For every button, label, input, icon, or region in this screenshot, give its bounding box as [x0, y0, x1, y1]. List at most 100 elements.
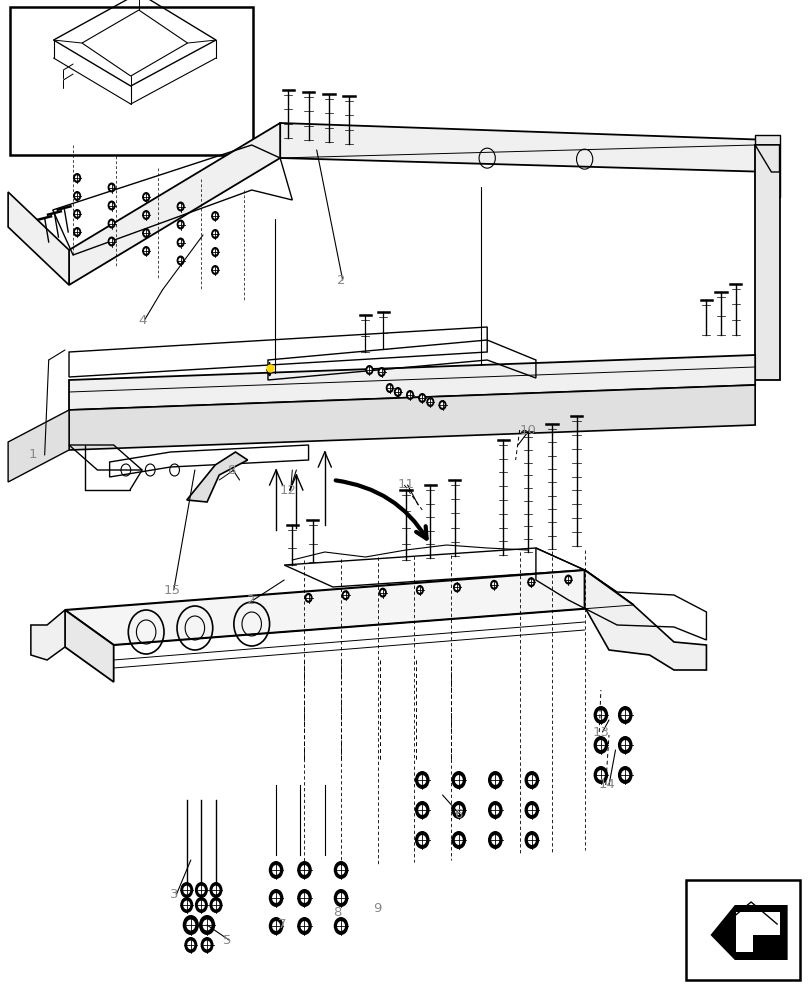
Circle shape: [524, 831, 539, 849]
Circle shape: [377, 367, 385, 377]
Polygon shape: [754, 145, 779, 172]
Circle shape: [491, 775, 499, 785]
Circle shape: [198, 901, 204, 909]
Circle shape: [109, 185, 114, 190]
Circle shape: [453, 582, 461, 592]
Circle shape: [529, 579, 533, 585]
Circle shape: [593, 766, 607, 784]
Circle shape: [180, 897, 193, 913]
Circle shape: [454, 775, 462, 785]
Circle shape: [440, 402, 444, 408]
Circle shape: [337, 921, 345, 931]
Circle shape: [380, 590, 384, 595]
Circle shape: [73, 227, 81, 237]
Circle shape: [199, 915, 215, 935]
Circle shape: [142, 210, 150, 220]
Circle shape: [75, 193, 79, 199]
Circle shape: [407, 392, 412, 398]
Circle shape: [617, 706, 632, 724]
Circle shape: [491, 582, 496, 588]
Circle shape: [378, 588, 386, 598]
Circle shape: [142, 246, 150, 256]
Text: 14: 14: [599, 778, 615, 792]
Circle shape: [200, 937, 213, 953]
Circle shape: [268, 917, 283, 935]
Circle shape: [418, 393, 426, 403]
Circle shape: [184, 937, 197, 953]
Text: 15: 15: [164, 584, 180, 596]
Circle shape: [427, 399, 432, 405]
Circle shape: [268, 889, 283, 907]
Text: 12: 12: [280, 484, 296, 496]
Circle shape: [202, 920, 211, 930]
Polygon shape: [65, 570, 633, 645]
Circle shape: [109, 221, 114, 226]
Circle shape: [387, 385, 392, 391]
Circle shape: [178, 204, 182, 209]
Circle shape: [268, 861, 283, 879]
Circle shape: [451, 771, 466, 789]
Circle shape: [75, 229, 79, 235]
Circle shape: [177, 220, 185, 230]
Circle shape: [365, 365, 373, 375]
Bar: [685, 880, 799, 980]
Bar: [10, 7, 253, 155]
Circle shape: [487, 831, 502, 849]
Circle shape: [419, 395, 424, 401]
Circle shape: [211, 229, 219, 239]
Polygon shape: [69, 385, 754, 450]
Text: 11: 11: [397, 479, 414, 491]
Circle shape: [195, 897, 208, 913]
Text: 8: 8: [333, 906, 341, 918]
Circle shape: [454, 585, 459, 590]
Circle shape: [343, 592, 347, 598]
Circle shape: [204, 941, 210, 949]
Text: 8: 8: [227, 464, 235, 477]
Circle shape: [524, 801, 539, 819]
Polygon shape: [69, 123, 280, 285]
Text: 5: 5: [223, 934, 231, 946]
Circle shape: [527, 805, 535, 815]
Circle shape: [454, 835, 462, 845]
Circle shape: [414, 771, 429, 789]
Circle shape: [107, 219, 115, 229]
Circle shape: [211, 247, 219, 257]
Polygon shape: [754, 135, 779, 197]
Text: 13: 13: [592, 726, 608, 738]
Circle shape: [73, 209, 81, 219]
Circle shape: [527, 775, 535, 785]
Text: 9: 9: [373, 902, 381, 914]
Circle shape: [212, 231, 217, 237]
Text: 4: 4: [138, 314, 146, 326]
Circle shape: [297, 917, 311, 935]
Circle shape: [272, 865, 280, 875]
Circle shape: [75, 211, 79, 217]
Circle shape: [526, 577, 534, 587]
Circle shape: [107, 236, 115, 246]
Circle shape: [385, 383, 393, 393]
Circle shape: [565, 577, 570, 582]
Circle shape: [212, 249, 217, 255]
Circle shape: [195, 882, 208, 898]
Circle shape: [418, 775, 426, 785]
Circle shape: [393, 387, 401, 397]
Circle shape: [593, 736, 607, 754]
Circle shape: [617, 766, 632, 784]
Circle shape: [564, 575, 572, 585]
Circle shape: [209, 897, 222, 913]
Circle shape: [306, 595, 311, 601]
Circle shape: [107, 200, 115, 211]
Circle shape: [178, 222, 182, 227]
Polygon shape: [736, 912, 779, 952]
Circle shape: [367, 367, 371, 373]
Circle shape: [187, 941, 194, 949]
Circle shape: [73, 191, 81, 201]
Circle shape: [183, 886, 190, 894]
Circle shape: [144, 248, 148, 254]
Circle shape: [337, 893, 345, 903]
Circle shape: [209, 882, 222, 898]
Circle shape: [177, 202, 185, 212]
Circle shape: [212, 886, 219, 894]
Circle shape: [144, 212, 148, 218]
Circle shape: [454, 805, 462, 815]
